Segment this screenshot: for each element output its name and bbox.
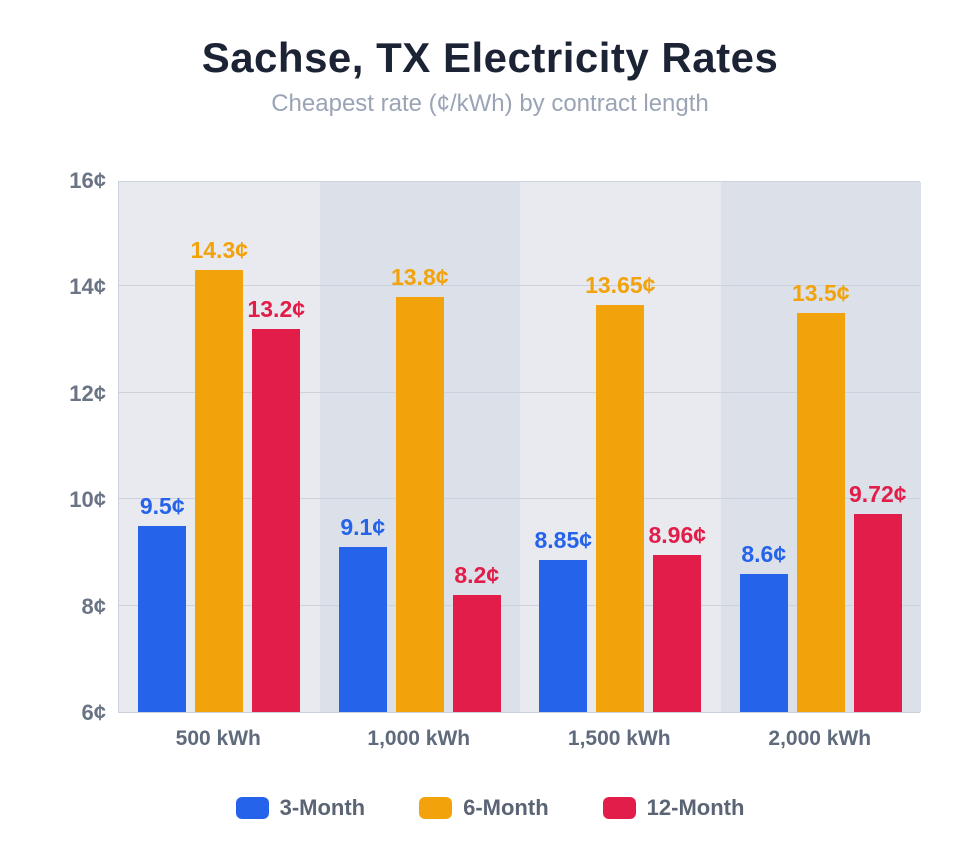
- x-category-label: 1,000 kWh: [367, 727, 471, 750]
- bar-value-label: 13.8¢: [390, 264, 449, 291]
- bar-3-month-500-kwh: [138, 525, 187, 712]
- x-category-label: 500 kWh: [175, 727, 261, 750]
- grid-line: [119, 391, 920, 393]
- bar-3-month-1-500-kwh: [539, 560, 588, 712]
- grid-line: [119, 285, 920, 287]
- bar-12-month-500-kwh: [252, 328, 301, 712]
- bar-value-label: 13.5¢: [791, 280, 850, 306]
- legend-label: 12-Month: [646, 795, 745, 820]
- chart-title: Sachse, TX Electricity Rates: [201, 34, 779, 81]
- legend-item-12-month: 12-Month: [602, 795, 745, 821]
- bar-value-label: 13.2¢: [247, 295, 306, 322]
- bar-value-label: 13.65¢: [585, 272, 656, 299]
- y-tick-label: 12¢: [69, 380, 106, 406]
- bar-6-month-1-000-kwh: [395, 297, 444, 712]
- bar-6-month-2-000-kwh: [796, 313, 845, 712]
- x-category-label: 2,000 kWh: [768, 727, 872, 750]
- bar-value-label: 9.5¢: [139, 492, 185, 519]
- bar-value-label: 8.96¢: [648, 521, 707, 548]
- grid-line: [119, 604, 920, 606]
- bar-value-label: 8.6¢: [741, 540, 787, 567]
- bar-value-label: 8.2¢: [454, 561, 500, 588]
- legend-swatch-icon: [602, 797, 636, 819]
- bar-value-label: 9.72¢: [848, 481, 907, 508]
- chart-legend: 3-Month 6-Month 12-Month: [0, 795, 980, 821]
- bar-3-month-1-000-kwh: [338, 547, 387, 712]
- legend-swatch-icon: [235, 797, 269, 819]
- y-tick-label: 16¢: [69, 168, 106, 193]
- y-tick-label: 8¢: [81, 593, 106, 619]
- plot-area: 9.5¢ 9.1¢ 8.85¢ 8.6¢ 14.3¢ 13.8¢ 13.65¢ 13.5¢ 13…: [118, 181, 921, 713]
- bar-3-month-2-000-kwh: [739, 573, 788, 712]
- legend-label: 6-Month: [463, 795, 549, 820]
- bar-6-month-500-kwh: [195, 270, 244, 712]
- bar-value-label: 9.1¢: [340, 514, 386, 541]
- legend-swatch-icon: [419, 797, 453, 819]
- y-tick-label: 14¢: [69, 274, 106, 300]
- grid-line: [119, 498, 920, 500]
- bar-6-month-1-500-kwh: [596, 305, 645, 712]
- legend-item-3-month: 3-Month: [235, 795, 366, 821]
- x-category-label: 1,500 kWh: [567, 727, 671, 750]
- bar-12-month-1-500-kwh: [653, 554, 702, 712]
- bar-12-month-1-000-kwh: [452, 594, 501, 712]
- legend-item-6-month: 6-Month: [419, 795, 549, 821]
- bar-value-label: 8.85¢: [534, 527, 593, 554]
- bar-value-label: 14.3¢: [190, 237, 249, 264]
- y-tick-label: 10¢: [69, 487, 106, 513]
- chart-subtitle: Cheapest rate (¢/kWh) by contract length: [271, 90, 709, 117]
- y-tick-label: 6¢: [81, 700, 106, 725]
- legend-label: 3-Month: [279, 795, 366, 820]
- bar-12-month-2-000-kwh: [853, 514, 902, 712]
